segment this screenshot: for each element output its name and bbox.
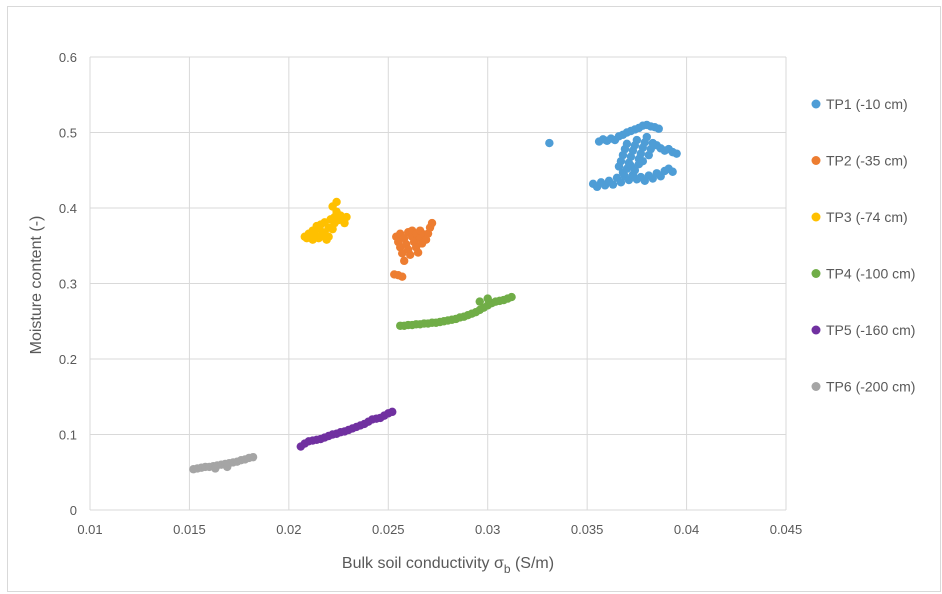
data-point [642, 132, 651, 142]
data-point [388, 407, 397, 417]
data-point [211, 464, 220, 473]
data-point [668, 167, 677, 176]
series-3 [300, 197, 351, 244]
legend-label: TP5 (-160 cm) [826, 322, 915, 338]
data-points [189, 120, 681, 474]
x-tick-label: 0.03 [475, 522, 500, 537]
legend-item: TP3 (-74 cm) [811, 209, 908, 225]
data-point [638, 156, 648, 166]
data-point [399, 256, 409, 266]
x-tick-label: 0.015 [173, 522, 206, 537]
legend-item: TP1 (-10 cm) [811, 96, 908, 112]
data-point [405, 250, 415, 260]
data-point [608, 180, 618, 189]
legend-marker [811, 325, 821, 335]
series-6 [189, 452, 258, 474]
x-tick-label: 0.035 [571, 522, 604, 537]
legend-marker [811, 382, 821, 391]
data-point [312, 221, 321, 231]
data-point [630, 166, 640, 175]
data-point [248, 452, 258, 462]
x-axis-title: Bulk soil conductivity σb (S/m) [342, 555, 554, 576]
data-point [648, 138, 657, 148]
y-tick-label: 0.5 [59, 126, 77, 141]
legend-marker [811, 156, 821, 165]
data-point [672, 149, 681, 158]
data-point [632, 135, 642, 145]
data-point [328, 202, 337, 211]
legend: TP1 (-10 cm) TP2 (-35 cm) TP3 (-74 cm) TP4 … [811, 96, 915, 395]
data-point [475, 297, 484, 306]
chart-frame [7, 6, 941, 592]
y-tick-label: 0.2 [59, 352, 77, 367]
legend-marker [811, 269, 821, 278]
y-tick-label: 0.6 [59, 50, 77, 65]
x-tick-label: 0.01 [77, 522, 102, 537]
legend-item: TP4 (-100 cm) [811, 266, 915, 282]
legend-label: TP4 (-100 cm) [826, 266, 915, 282]
data-point [308, 235, 317, 244]
y-tick-label: 0 [70, 503, 77, 518]
y-tick-labels: 0 0.1 0.2 0.3 0.4 0.5 0.6 [59, 50, 77, 518]
gridlines [89, 56, 787, 511]
data-point [483, 294, 492, 303]
legend-item: TP6 (-200 cm) [811, 379, 915, 395]
y-tick-label: 0.1 [59, 428, 77, 443]
y-axis-title: Moisture content (-) [28, 216, 45, 355]
data-point [654, 124, 663, 133]
x-tick-labels: 0.01 0.015 0.02 0.025 0.03 0.035 0.04 0.045 [77, 522, 802, 537]
legend-label: TP3 (-74 cm) [826, 209, 908, 225]
series-5 [296, 407, 397, 451]
series-2 [390, 218, 437, 281]
x-tick-label: 0.045 [770, 522, 803, 537]
legend-marker [811, 99, 821, 109]
x-tick-label: 0.025 [372, 522, 405, 537]
legend-marker [811, 212, 821, 222]
legend-label: TP6 (-200 cm) [826, 379, 915, 395]
data-point [622, 139, 632, 149]
data-point [427, 218, 437, 228]
x-tick-label: 0.02 [276, 522, 301, 537]
series-1 [545, 120, 681, 192]
y-tick-label: 0.4 [59, 201, 77, 216]
legend-item: TP5 (-160 cm) [811, 322, 915, 338]
data-point [398, 272, 407, 281]
series-4 [396, 292, 516, 330]
data-point [342, 212, 351, 222]
data-point [616, 178, 626, 187]
data-point [413, 248, 423, 257]
legend-item: TP2 (-35 cm) [811, 153, 908, 169]
data-point [223, 462, 232, 472]
y-tick-label: 0.3 [59, 277, 77, 292]
data-point [324, 232, 333, 241]
legend-label: TP1 (-10 cm) [826, 96, 908, 112]
legend-label: TP2 (-35 cm) [826, 153, 908, 169]
data-point [398, 249, 407, 258]
x-tick-label: 0.04 [674, 522, 699, 537]
data-point [507, 292, 516, 302]
data-point [545, 138, 554, 148]
